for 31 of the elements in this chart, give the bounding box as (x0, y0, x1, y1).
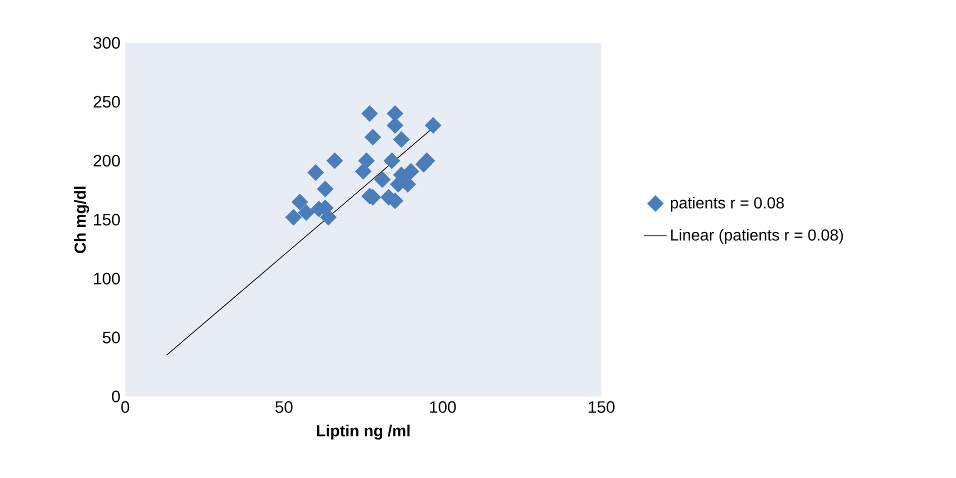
point (361, 105, 378, 122)
point (298, 204, 314, 221)
x-tick-label: 100 (430, 401, 456, 413)
point (393, 131, 410, 148)
y-tick-label: 0 (112, 390, 120, 402)
point (285, 208, 302, 226)
x-tick-label: 0 (121, 401, 130, 413)
y-axis-title: Ch mg/dl (74, 186, 90, 254)
x-axis-title: Liptin ng /ml (317, 424, 410, 440)
x-tick-label: 150 (588, 401, 615, 413)
y-tick-label: 100 (94, 272, 120, 284)
point (402, 163, 420, 180)
y-tick-label: 300 (93, 36, 120, 49)
y-tick-label: 50 (102, 332, 120, 344)
point (364, 128, 382, 146)
y-tick-label: 150 (94, 214, 120, 226)
point (292, 194, 308, 210)
point (316, 180, 334, 198)
point (307, 164, 324, 181)
point (374, 171, 391, 188)
point (355, 163, 372, 180)
point (358, 152, 375, 169)
x-tick-label: 50 (275, 401, 293, 413)
y-tick-label: 200 (94, 154, 120, 167)
point (384, 152, 400, 169)
legend-label: Linear (patients r = 0.08) (671, 228, 843, 244)
y-tick-label: 250 (94, 96, 120, 108)
legend-label: patients r = 0.08 (670, 196, 784, 212)
point (415, 156, 432, 172)
point (424, 117, 442, 134)
point (326, 152, 343, 169)
